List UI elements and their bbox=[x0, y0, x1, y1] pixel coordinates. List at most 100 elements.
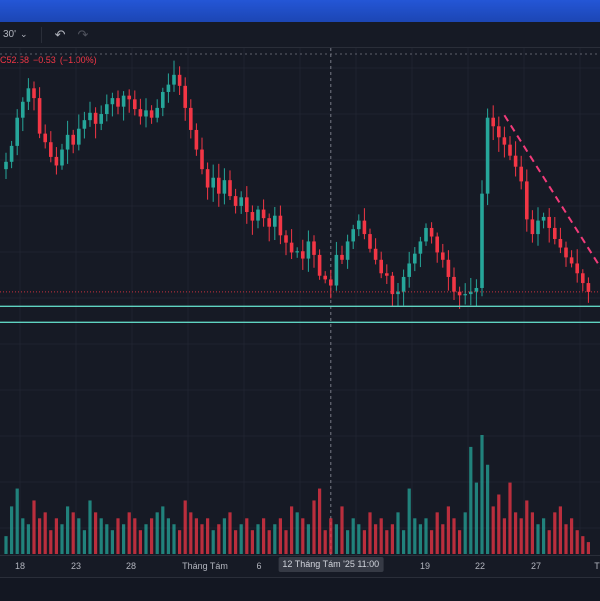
volume-bar bbox=[133, 518, 137, 554]
volume-bar bbox=[189, 512, 193, 554]
volume-bar bbox=[183, 500, 187, 554]
volume-bar bbox=[295, 512, 299, 554]
volume-bar bbox=[530, 512, 534, 554]
candle-body bbox=[177, 74, 182, 86]
candle-body bbox=[166, 84, 171, 92]
candle-body bbox=[172, 74, 176, 85]
volume-bar bbox=[211, 530, 215, 554]
volume-bar bbox=[60, 524, 64, 554]
candle-body bbox=[21, 101, 25, 118]
candle-body bbox=[110, 98, 115, 105]
volume-bar bbox=[480, 435, 484, 554]
volume-bar bbox=[329, 518, 333, 554]
candle-body bbox=[9, 145, 14, 162]
candle-body bbox=[189, 107, 193, 130]
time-tick-label: 19 bbox=[419, 561, 431, 571]
candle-body bbox=[362, 220, 367, 235]
volume-bar bbox=[547, 530, 551, 554]
crosshair-time-label: 12 Tháng Tám '25 11:00 bbox=[278, 557, 384, 572]
volume-bar bbox=[150, 518, 154, 554]
volume-bar bbox=[138, 530, 142, 554]
volume-bar bbox=[306, 524, 310, 554]
candle-body bbox=[586, 283, 591, 292]
volume-bar bbox=[82, 530, 86, 554]
price-chart[interactable] bbox=[0, 48, 600, 555]
volume-bar bbox=[15, 488, 19, 554]
bottom-toolbar bbox=[0, 577, 600, 601]
change-value: −0.53 bbox=[33, 55, 56, 65]
candle-body bbox=[379, 259, 383, 274]
volume-bar bbox=[407, 488, 411, 554]
close-value: 52.58 bbox=[6, 55, 30, 65]
app-top-strip bbox=[0, 0, 600, 22]
candle-body bbox=[211, 177, 215, 188]
volume-bar bbox=[441, 524, 445, 554]
undo-icon: ↶ bbox=[54, 27, 66, 42]
candle-body bbox=[233, 196, 238, 206]
volume-bar bbox=[71, 512, 75, 554]
volume-bar bbox=[564, 524, 568, 554]
candle-body bbox=[54, 156, 59, 166]
candle-body bbox=[222, 180, 227, 194]
candle-body bbox=[105, 104, 109, 115]
volume-bar bbox=[234, 530, 238, 554]
candle-body bbox=[60, 149, 64, 166]
volume-bar bbox=[474, 482, 478, 554]
candle-body bbox=[88, 112, 92, 121]
volume-bar bbox=[99, 518, 103, 554]
volume-bar bbox=[469, 446, 473, 554]
candle-body bbox=[149, 110, 154, 118]
time-axis[interactable]: 18 23 28 Tháng Tám 6 19 22 27 T bbox=[0, 555, 600, 577]
volume-bar bbox=[222, 518, 226, 554]
volume-bar bbox=[368, 512, 372, 554]
volume-bar bbox=[413, 518, 417, 554]
candle-body bbox=[65, 134, 70, 150]
time-tick-label: 27 bbox=[530, 561, 542, 571]
ohlc-legend: C52.58 −0.53 (−1.00%) bbox=[0, 55, 101, 65]
candle-body bbox=[569, 257, 574, 264]
volume-bar bbox=[525, 500, 529, 554]
downtrend-line bbox=[503, 114, 600, 269]
volume-bar bbox=[122, 524, 126, 554]
candle-body bbox=[530, 219, 535, 235]
volume-bar bbox=[66, 506, 70, 554]
candle-body bbox=[329, 279, 333, 286]
redo-button[interactable]: ↷ bbox=[75, 25, 92, 45]
candle-body bbox=[446, 259, 451, 277]
volume-bar bbox=[452, 518, 456, 554]
volume-bar bbox=[357, 524, 361, 554]
volume-bar bbox=[94, 512, 98, 554]
candle-body bbox=[200, 149, 204, 170]
volume-bar bbox=[200, 524, 204, 554]
volume-bar bbox=[508, 482, 512, 554]
chevron-down-icon: ⌄ bbox=[20, 29, 28, 39]
volume-bar bbox=[127, 512, 131, 554]
candle-body bbox=[256, 209, 260, 221]
candle-body bbox=[457, 291, 462, 296]
candle-body bbox=[357, 220, 361, 230]
volume-bar bbox=[553, 512, 557, 554]
candle-body bbox=[71, 134, 75, 145]
candle-body bbox=[469, 291, 473, 295]
volume-bar bbox=[301, 518, 305, 554]
candle-body bbox=[161, 91, 165, 108]
volume-bar bbox=[267, 530, 271, 554]
interval-selector[interactable]: 30' ⌄ bbox=[0, 25, 31, 45]
candle-body bbox=[301, 251, 305, 259]
volume-bar bbox=[385, 530, 389, 554]
volume-bar bbox=[491, 506, 495, 554]
time-tick-label: 6 bbox=[256, 561, 262, 571]
volume-bar bbox=[458, 530, 462, 554]
time-tick-label: 18 bbox=[14, 561, 26, 571]
volume-bar bbox=[558, 506, 562, 554]
volume-bar bbox=[161, 506, 165, 554]
candle-body bbox=[547, 216, 551, 228]
volume-bar bbox=[26, 524, 30, 554]
volume-bar bbox=[435, 512, 439, 554]
candle-body bbox=[373, 248, 378, 260]
volume-bar bbox=[105, 524, 109, 554]
volume-bar bbox=[390, 524, 394, 554]
undo-button[interactable]: ↶ bbox=[52, 25, 69, 45]
volume-bar bbox=[4, 536, 8, 554]
volume-bar bbox=[290, 506, 294, 554]
